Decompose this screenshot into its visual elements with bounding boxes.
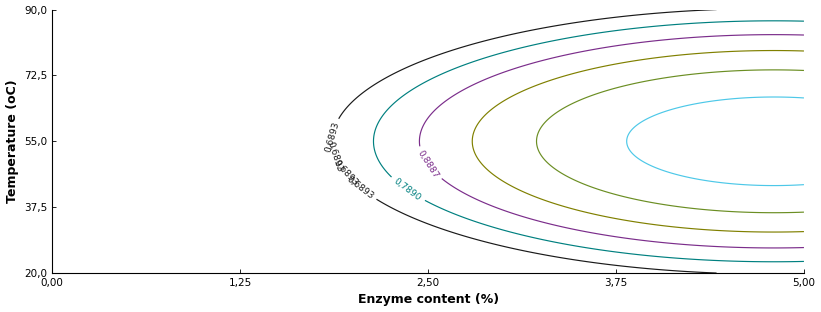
Text: 0,6893: 0,6893	[323, 121, 342, 154]
Y-axis label: Temperature (oC): Temperature (oC)	[6, 80, 19, 203]
Text: 0,6893: 0,6893	[345, 174, 375, 201]
Text: 0,6893: 0,6893	[332, 159, 360, 188]
Text: 0,7890: 0,7890	[392, 177, 423, 203]
Text: 0,8887: 0,8887	[415, 149, 440, 180]
Text: 0,6893: 0,6893	[326, 140, 345, 173]
X-axis label: Enzyme content (%): Enzyme content (%)	[357, 294, 498, 306]
